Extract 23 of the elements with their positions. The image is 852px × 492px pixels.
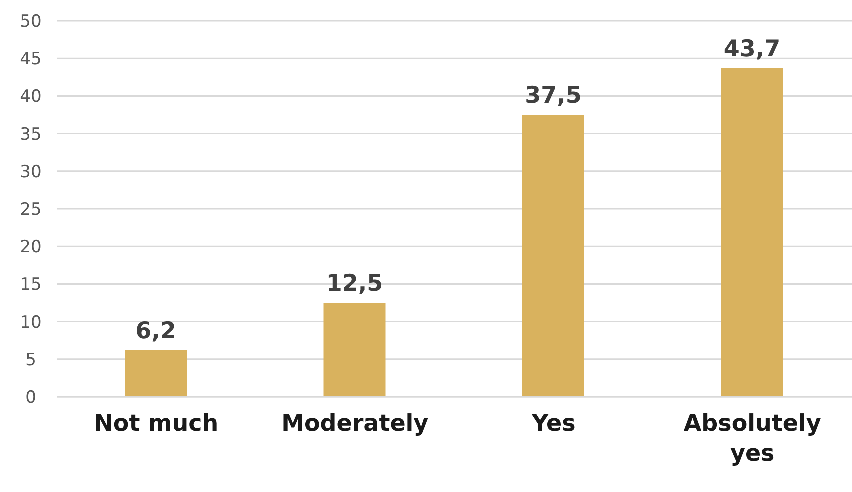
y-tick-label: 30 [20,162,42,182]
data-label: 6,2 [136,318,176,344]
data-label: 43,7 [724,36,781,62]
data-label: 37,5 [525,83,582,109]
x-tick-label: Not much [94,411,219,437]
x-tick-label: Absolutely yes [684,411,822,467]
y-tick-label: 15 [20,275,42,296]
bar [324,303,386,397]
x-tick-label: Yes [530,411,576,437]
y-tick-label: 25 [20,200,42,220]
y-tick-label: 45 [20,50,42,70]
x-tick-label: Moderately [282,411,429,437]
y-tick-label: 5 [26,350,36,370]
bar [522,115,584,397]
y-tick-label: 35 [20,124,42,145]
y-tick-label: 40 [20,87,42,108]
y-tick-label: 0 [26,388,36,408]
data-label: 12,5 [326,271,384,297]
y-tick-label: 10 [20,312,42,333]
y-tick-label: 50 [20,12,42,32]
bar [125,350,187,397]
y-tick-label: 20 [20,238,42,258]
bar [721,68,784,397]
